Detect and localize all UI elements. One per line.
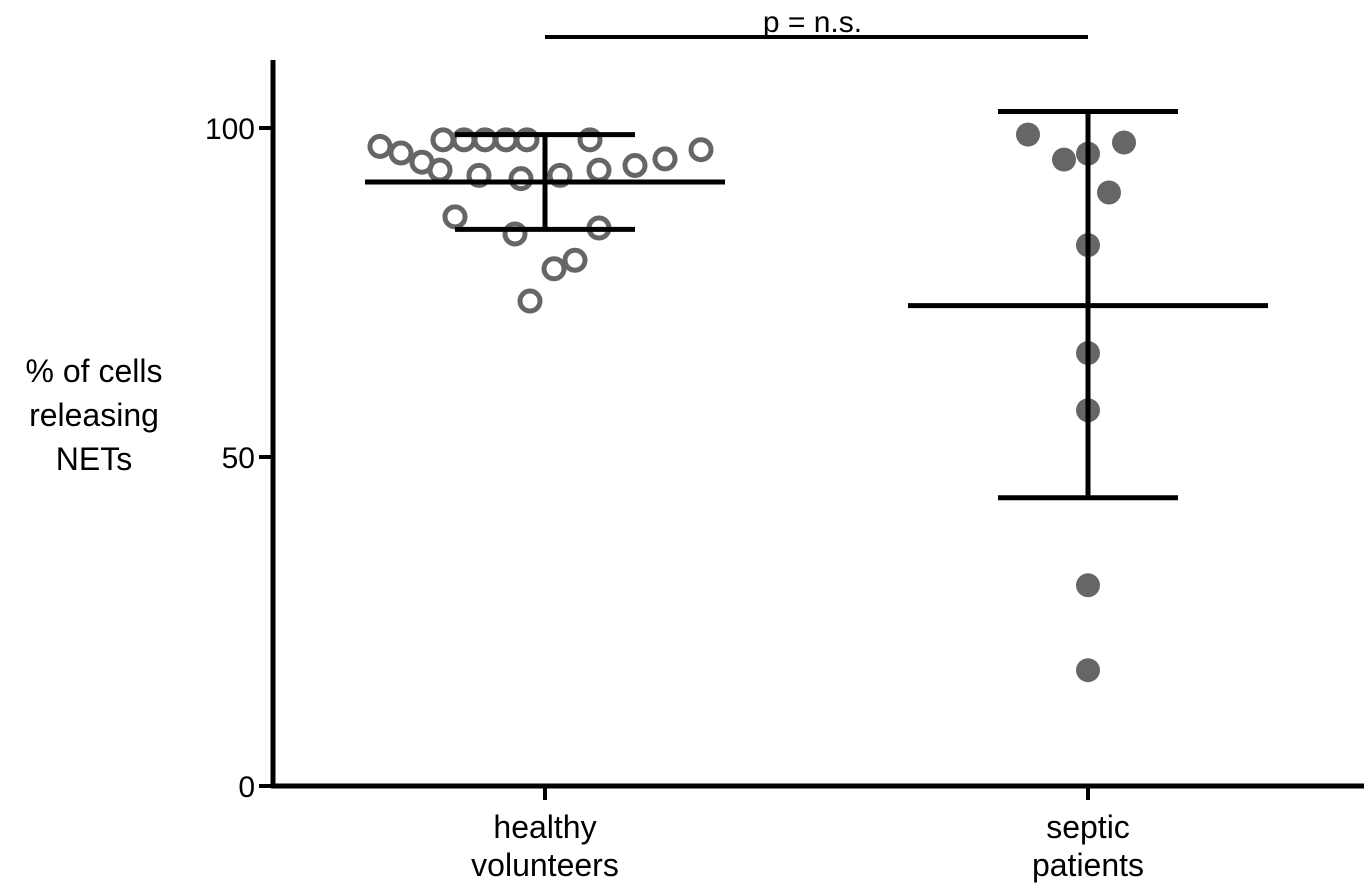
data-point-1-9 (1076, 658, 1100, 683)
data-point-0-14 (652, 146, 678, 172)
data-point-0-8 (427, 157, 453, 183)
data-point-1-8 (1076, 573, 1100, 598)
data-point-0-0 (367, 133, 393, 159)
data-point-0-17 (442, 204, 468, 230)
x-category-label-0-0: healthy (493, 809, 596, 845)
error-bars (365, 109, 1268, 501)
y-axis-label-line-1: releasing (29, 397, 159, 433)
axes (259, 60, 1364, 800)
data-point-0-11 (547, 162, 573, 188)
data-point-0-9 (466, 162, 492, 188)
x-category-label-1-1: patients (1032, 847, 1144, 883)
data-markers (367, 122, 1136, 683)
data-point-0-15 (688, 137, 714, 163)
data-point-0-7 (514, 127, 540, 153)
data-point-0-3 (430, 127, 456, 153)
data-point-0-18 (502, 221, 528, 247)
y-tick-label-0: 0 (238, 771, 255, 804)
data-point-0-13 (622, 153, 648, 179)
significance-label: p = n.s. (763, 6, 862, 39)
data-point-0-22 (517, 288, 543, 314)
data-point-0-21 (541, 256, 567, 282)
data-point-0-16 (577, 127, 603, 153)
x-category-label-0-1: volunteers (471, 847, 619, 883)
data-point-1-1 (1112, 130, 1136, 155)
data-point-0-20 (562, 247, 588, 273)
y-tick-label-50: 50 (222, 442, 255, 475)
x-category-label-1-0: septic (1046, 809, 1130, 845)
y-axis-label-line-0: % of cells (26, 353, 163, 389)
data-point-0-10 (508, 166, 534, 192)
data-point-1-2 (1052, 147, 1076, 172)
y-axis-label-line-2: NETs (56, 441, 132, 477)
data-point-0-12 (586, 157, 612, 183)
data-point-1-0 (1016, 122, 1040, 147)
data-point-1-4 (1097, 180, 1121, 205)
y-tick-label-100: 100 (205, 113, 255, 146)
data-point-0-1 (388, 140, 414, 166)
